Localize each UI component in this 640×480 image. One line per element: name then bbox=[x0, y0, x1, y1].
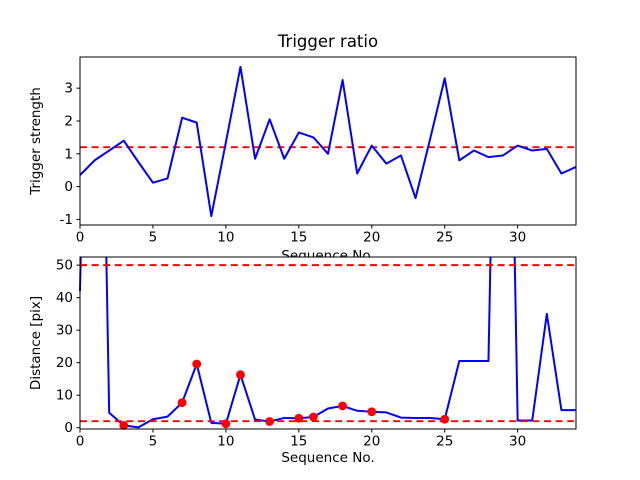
data-line bbox=[79, 257, 576, 429]
x-tick-label: 20 bbox=[363, 230, 380, 246]
y-tick-label: 50 bbox=[56, 258, 73, 274]
y-tick-label: 40 bbox=[56, 290, 73, 306]
y-tick-label: 10 bbox=[56, 388, 73, 404]
x-tick-label: 10 bbox=[217, 434, 234, 450]
x-tick-label: 30 bbox=[509, 230, 526, 246]
data-point-marker bbox=[440, 414, 450, 424]
y-tick-label: 20 bbox=[56, 355, 73, 371]
plot-title: Trigger ratio bbox=[277, 32, 378, 51]
x-tick-label: 15 bbox=[290, 434, 307, 450]
data-point-marker bbox=[309, 412, 318, 422]
data-point-marker bbox=[177, 398, 187, 408]
x-tick-label: 30 bbox=[509, 434, 526, 450]
bottom-y-axis-label: Distance [pix] bbox=[28, 296, 44, 390]
y-tick-label: 2 bbox=[64, 113, 73, 129]
y-tick-label: 30 bbox=[56, 323, 73, 339]
data-point-marker bbox=[221, 419, 231, 429]
x-tick-label: 10 bbox=[217, 230, 234, 246]
bottom-axes-area: 0 5 10 15 20 25 30 0 10 20 30 40 50 bbox=[56, 256, 577, 450]
y-tick-label: 0 bbox=[64, 420, 73, 436]
x-tick-label: 0 bbox=[76, 230, 85, 246]
marker-group bbox=[119, 359, 450, 430]
data-point-marker bbox=[294, 413, 304, 423]
y-tick-label: 3 bbox=[64, 81, 73, 97]
x-tick-label: 5 bbox=[149, 434, 158, 450]
data-point-marker bbox=[367, 407, 377, 417]
distance-subplot: 0 5 10 15 20 25 30 0 10 20 30 40 50 Distance [pix] S… bbox=[28, 256, 577, 466]
y-tick-label: 1 bbox=[64, 146, 73, 162]
axes-spines bbox=[79, 256, 577, 430]
x-tick-label: 5 bbox=[149, 230, 158, 246]
x-tick-label: 15 bbox=[290, 230, 307, 246]
y-tick-label: -1 bbox=[60, 212, 73, 228]
data-point-marker bbox=[338, 401, 347, 411]
axes-spines bbox=[79, 56, 577, 226]
x-tick-label: 0 bbox=[76, 434, 85, 450]
data-point-marker bbox=[236, 370, 245, 380]
axes-background bbox=[80, 257, 576, 429]
bottom-x-axis-label: Sequence No. bbox=[281, 450, 374, 466]
x-tick-label: 25 bbox=[436, 230, 453, 246]
data-point-marker bbox=[119, 421, 129, 430]
y-tick-label: 0 bbox=[64, 179, 73, 195]
data-point-marker bbox=[192, 359, 202, 369]
x-tick-label: 20 bbox=[363, 434, 380, 450]
data-line bbox=[79, 65, 577, 218]
x-tick-label: 25 bbox=[436, 434, 453, 450]
data-point-marker bbox=[265, 417, 275, 426]
top-y-axis-label: Trigger strength bbox=[28, 87, 44, 196]
trigger-ratio-subplot: Trigger ratio Trigger strength 0 5 10 15 20 2… bbox=[28, 32, 577, 264]
